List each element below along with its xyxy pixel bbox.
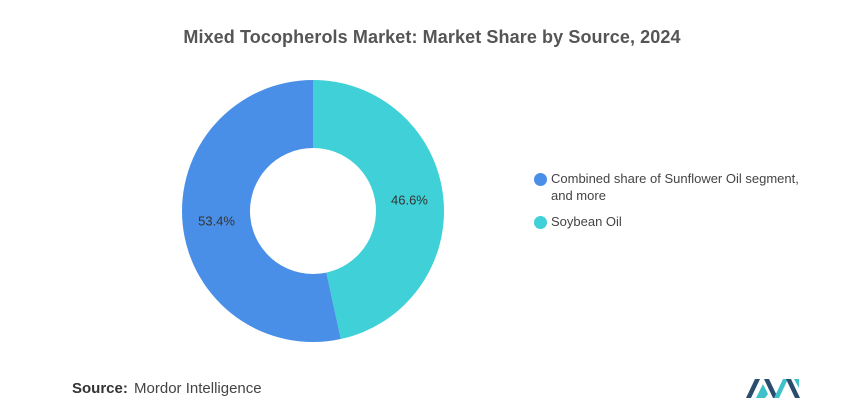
legend-label-sunflower-oil: Combined share of Sunflower Oil segment,… xyxy=(551,171,799,203)
donut-slice-labels: 46.6% 53.4% xyxy=(198,193,428,229)
donut-slices xyxy=(182,80,445,342)
mordor-intelligence-logo-icon xyxy=(746,379,800,398)
legend-item-soybean-oil[interactable]: Soybean Oil xyxy=(534,213,824,230)
legend-marker-soybean-oil xyxy=(534,216,547,229)
slice-label-soybean-oil: 46.6% xyxy=(391,193,428,208)
legend-item-sunflower-oil[interactable]: Combined share of Sunflower Oil segment,… xyxy=(534,170,824,204)
source-label: Source: xyxy=(72,380,128,397)
source-note: Source: Mordor Intelligence xyxy=(72,380,262,397)
slice-soybean-oil[interactable] xyxy=(313,80,445,340)
chart-legend: Combined share of Sunflower Oil segment,… xyxy=(534,170,824,239)
legend-marker-sunflower-oil xyxy=(534,173,547,186)
slice-label-sunflower-oil: 53.4% xyxy=(198,213,235,228)
legend-label-soybean-oil: Soybean Oil xyxy=(551,214,622,229)
chart-title: Mixed Tocopherols Market: Market Share b… xyxy=(183,27,681,47)
source-value: Mordor Intelligence xyxy=(134,380,262,397)
slice-sunflower-oil[interactable] xyxy=(182,80,341,342)
